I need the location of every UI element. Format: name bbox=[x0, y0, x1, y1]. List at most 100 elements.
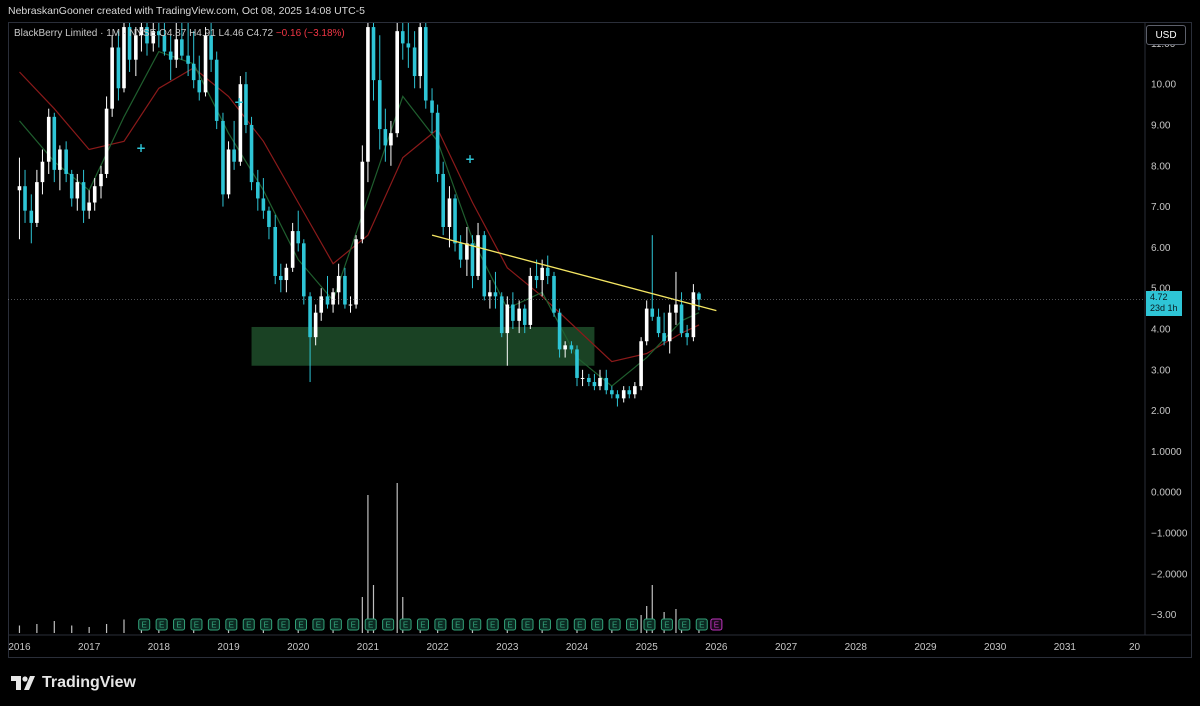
candle-body bbox=[476, 235, 480, 276]
candle-body bbox=[203, 35, 208, 93]
price-axis[interactable]: 11.0010.009.008.007.006.005.004.003.002.… bbox=[1151, 39, 1188, 621]
earnings-marker bbox=[329, 618, 342, 631]
chart-frame[interactable] bbox=[8, 22, 1192, 658]
earnings-marker-label: E bbox=[298, 621, 303, 630]
candle-body bbox=[29, 210, 34, 223]
candle-body bbox=[621, 390, 626, 399]
moving-average-red bbox=[19, 67, 700, 363]
last-price-tag: 4.72 23d 1h bbox=[1146, 291, 1182, 316]
candle-body bbox=[284, 267, 289, 281]
earnings-marker bbox=[173, 618, 186, 631]
candle-body bbox=[412, 47, 417, 77]
price-tick-label: −3.00 bbox=[1151, 610, 1177, 621]
candle-body bbox=[488, 292, 492, 297]
candle-body bbox=[92, 186, 97, 203]
volume-bar bbox=[53, 621, 55, 633]
candle-body bbox=[400, 31, 405, 44]
price-tick-label: 6.00 bbox=[1151, 243, 1171, 254]
currency-button[interactable]: USD bbox=[1146, 25, 1186, 45]
time-tick-label: 2018 bbox=[148, 642, 171, 653]
earnings-marker bbox=[416, 618, 429, 631]
candle-body bbox=[110, 47, 114, 109]
earnings-marker bbox=[538, 618, 551, 631]
candle-body bbox=[232, 149, 236, 162]
candle-body bbox=[279, 275, 283, 281]
last-price-value: 4.72 bbox=[1150, 292, 1168, 302]
candle-body bbox=[656, 316, 661, 334]
candle-body bbox=[261, 198, 266, 211]
time-tick-label: 2024 bbox=[566, 642, 589, 653]
volume-bar bbox=[402, 597, 404, 633]
candle-body bbox=[134, 35, 138, 60]
candle-body bbox=[522, 308, 527, 325]
earnings-marker-label: E bbox=[473, 621, 478, 630]
earnings-marker bbox=[434, 618, 447, 631]
earnings-marker-label: E bbox=[403, 621, 408, 630]
volume-bar bbox=[105, 624, 108, 633]
volume-bar bbox=[88, 627, 90, 633]
candle-body bbox=[256, 182, 260, 199]
candle-body bbox=[470, 243, 475, 276]
legend-symbol: BlackBerry Limited · 1M · NYSE bbox=[14, 28, 157, 39]
earnings-marker-label: E bbox=[281, 621, 286, 630]
candle-body bbox=[162, 35, 167, 52]
candle-body bbox=[563, 345, 567, 350]
candle-body bbox=[354, 239, 358, 305]
candle-body bbox=[116, 47, 121, 89]
candle-body bbox=[534, 275, 539, 281]
candle-body bbox=[458, 243, 463, 260]
candle-body bbox=[244, 84, 248, 125]
candle-body bbox=[610, 390, 614, 395]
candle-body bbox=[482, 235, 487, 297]
candle-body bbox=[540, 267, 544, 281]
earnings-marker-label: E bbox=[490, 621, 495, 630]
candle-body bbox=[674, 304, 678, 313]
earnings-marker bbox=[295, 618, 308, 631]
earnings-marker bbox=[138, 618, 151, 631]
candle-body bbox=[615, 394, 620, 399]
plus-marker: + bbox=[136, 141, 146, 155]
price-tick-label: 0.0000 bbox=[1151, 488, 1182, 499]
earnings-marker bbox=[364, 618, 377, 631]
earnings-marker bbox=[347, 618, 360, 631]
price-tick-label: 7.00 bbox=[1151, 202, 1171, 213]
earnings-marker-label: E bbox=[560, 621, 565, 630]
earnings-marker-label: E bbox=[211, 621, 216, 630]
earnings-marker-label: E bbox=[351, 621, 356, 630]
earnings-marker-label: E bbox=[647, 621, 652, 630]
time-tick-label: 2029 bbox=[914, 642, 937, 653]
candle-body bbox=[197, 80, 202, 93]
candle-body bbox=[691, 292, 696, 338]
candle-body bbox=[139, 27, 144, 36]
candle-body bbox=[383, 129, 388, 146]
candle-body bbox=[273, 227, 278, 276]
earnings-marker bbox=[225, 618, 238, 631]
earnings-marker bbox=[382, 618, 395, 631]
candle-body bbox=[87, 202, 91, 211]
candle-body bbox=[639, 341, 643, 387]
candle-body bbox=[58, 149, 62, 170]
candle-body bbox=[46, 116, 51, 162]
candle-body bbox=[545, 267, 550, 276]
time-tick-label: 2016 bbox=[8, 642, 31, 653]
candle-body bbox=[662, 333, 666, 342]
earnings-marker-label: E bbox=[385, 621, 390, 630]
earnings-marker bbox=[660, 618, 673, 631]
volume-bar bbox=[123, 619, 125, 633]
time-axis[interactable]: 2016 2017 2018 2019 2020 2021 2022 2023 2024 2025… bbox=[8, 642, 1140, 653]
candle-body bbox=[517, 308, 521, 321]
resistance-trendline bbox=[431, 234, 717, 312]
earnings-marker-label: E bbox=[525, 621, 530, 630]
upcoming-earnings-marker-label: E bbox=[714, 621, 719, 630]
volume-bar bbox=[71, 625, 73, 633]
earnings-marker bbox=[277, 618, 290, 631]
tradingview-logo[interactable]: TradingView bbox=[10, 672, 136, 694]
candle-body bbox=[592, 382, 597, 387]
candle-body bbox=[441, 173, 445, 227]
time-tick-label: 2030 bbox=[984, 642, 1007, 653]
volume-bar bbox=[396, 483, 398, 633]
volume-bar bbox=[36, 624, 38, 633]
earnings-marker-label: E bbox=[455, 621, 460, 630]
candle-body bbox=[331, 292, 335, 305]
